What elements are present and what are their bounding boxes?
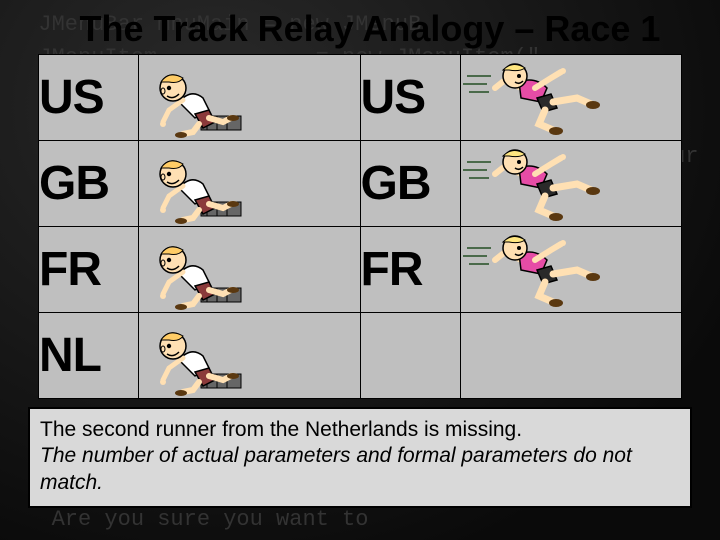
country-label-right: GB (360, 141, 460, 227)
runner-sprinting-icon (461, 58, 601, 138)
country-label-left: NL (39, 313, 139, 399)
runner-sprinting-icon (461, 144, 601, 224)
caption-box: The second runner from the Netherlands i… (28, 407, 692, 508)
runner-starting-icon (139, 230, 249, 310)
country-label-right (360, 313, 460, 399)
runner-cell-left (139, 227, 360, 313)
runner-cell-left (139, 313, 360, 399)
runner-cell-right (460, 55, 681, 141)
caption-line-1: The second runner from the Netherlands i… (40, 417, 680, 443)
runner-starting-icon (139, 316, 249, 396)
country-label-right: FR (360, 227, 460, 313)
country-label-left: FR (39, 227, 139, 313)
caption-line-2: The number of actual parameters and form… (40, 443, 680, 496)
runner-starting-icon (139, 144, 249, 224)
slide-title: The Track Relay Analogy – Race 1 (60, 0, 680, 54)
country-label-left: US (39, 55, 139, 141)
table-row: FR FR (39, 227, 682, 313)
table-row: NL (39, 313, 682, 399)
table-row: US US (39, 55, 682, 141)
table-row: GB GB (39, 141, 682, 227)
relay-table-wrap: US US (38, 54, 682, 399)
runner-cell-left (139, 55, 360, 141)
runner-cell-right (460, 313, 681, 399)
runner-cell-right (460, 227, 681, 313)
runner-starting-icon (139, 58, 249, 138)
runner-sprinting-icon (461, 230, 601, 310)
country-label-right: US (360, 55, 460, 141)
country-label-left: GB (39, 141, 139, 227)
relay-table: US US (38, 54, 682, 399)
runner-cell-right (460, 141, 681, 227)
slide-container: The Track Relay Analogy – Race 1 US US (0, 0, 720, 540)
runner-cell-left (139, 141, 360, 227)
